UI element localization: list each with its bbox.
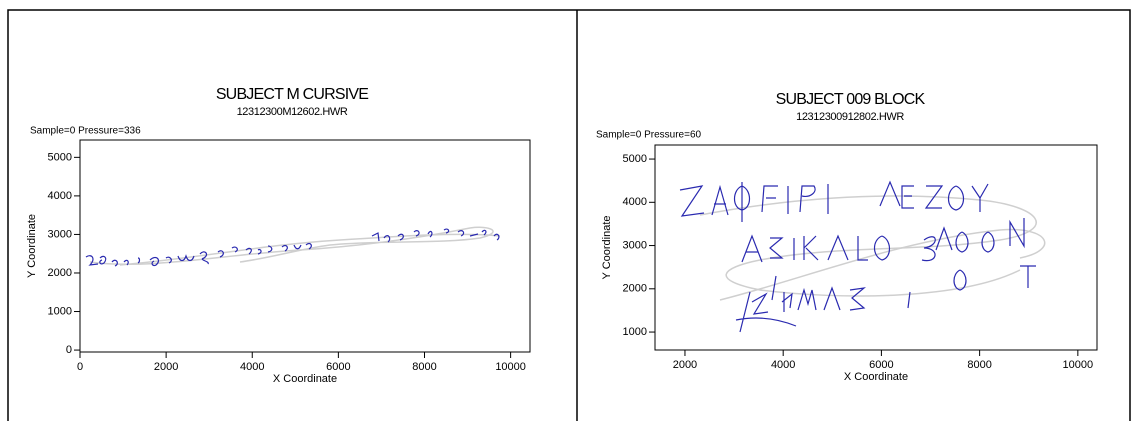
y-tick-label: 4000 bbox=[623, 196, 647, 208]
x-tick-label: 8000 bbox=[967, 359, 991, 371]
x-tick-label: 6000 bbox=[326, 361, 350, 373]
annotation: Sample=0 Pressure=60 bbox=[596, 130, 702, 141]
plot-frame bbox=[79, 139, 531, 353]
x-tick-label: 6000 bbox=[869, 359, 893, 371]
y-tick-label: 2000 bbox=[48, 267, 72, 279]
x-tick-label: 2000 bbox=[154, 361, 178, 373]
x-tick-label: 2000 bbox=[673, 359, 697, 371]
x-tick-label: 0 bbox=[77, 361, 83, 373]
y-tick-label: 5000 bbox=[623, 153, 647, 165]
frame bbox=[7, 9, 1131, 421]
x-tick-label: 4000 bbox=[771, 359, 795, 371]
plot-frame bbox=[654, 144, 1098, 351]
x-tick-label: 4000 bbox=[240, 361, 264, 373]
y-axis-label: Y Coordinate bbox=[601, 215, 613, 279]
annotation: Sample=0 Pressure=336 bbox=[30, 126, 141, 137]
x-tick-label: 8000 bbox=[412, 361, 436, 373]
x-axis-label: X Coordinate bbox=[273, 373, 337, 385]
handwriting-left bbox=[85, 226, 501, 267]
y-tick-label: 3000 bbox=[48, 228, 72, 240]
x-axis-label: X Coordinate bbox=[844, 371, 908, 383]
y-tick-label: 2000 bbox=[623, 283, 647, 295]
y-tick-label: 4000 bbox=[48, 190, 72, 202]
y-tick-label: 5000 bbox=[48, 151, 72, 163]
y-tick-label: 1000 bbox=[623, 326, 647, 338]
y-tick-label: 0 bbox=[66, 344, 72, 356]
x-tick-label: 10000 bbox=[495, 361, 526, 373]
chart-title: SUBJECT M CURSIVE bbox=[216, 86, 368, 103]
y-axis-label: Y Coordinate bbox=[26, 214, 38, 278]
handwriting-right bbox=[679, 180, 1046, 333]
x-tick-label: 10000 bbox=[1063, 359, 1094, 371]
y-tick-label: 3000 bbox=[623, 239, 647, 251]
chart-subtitle: 12312300912802.HWR bbox=[796, 111, 904, 123]
chart-title: SUBJECT 009 BLOCK bbox=[776, 91, 926, 108]
y-tick-label: 1000 bbox=[48, 305, 72, 317]
chart-subtitle: 12312300M12602.HWR bbox=[237, 106, 348, 118]
